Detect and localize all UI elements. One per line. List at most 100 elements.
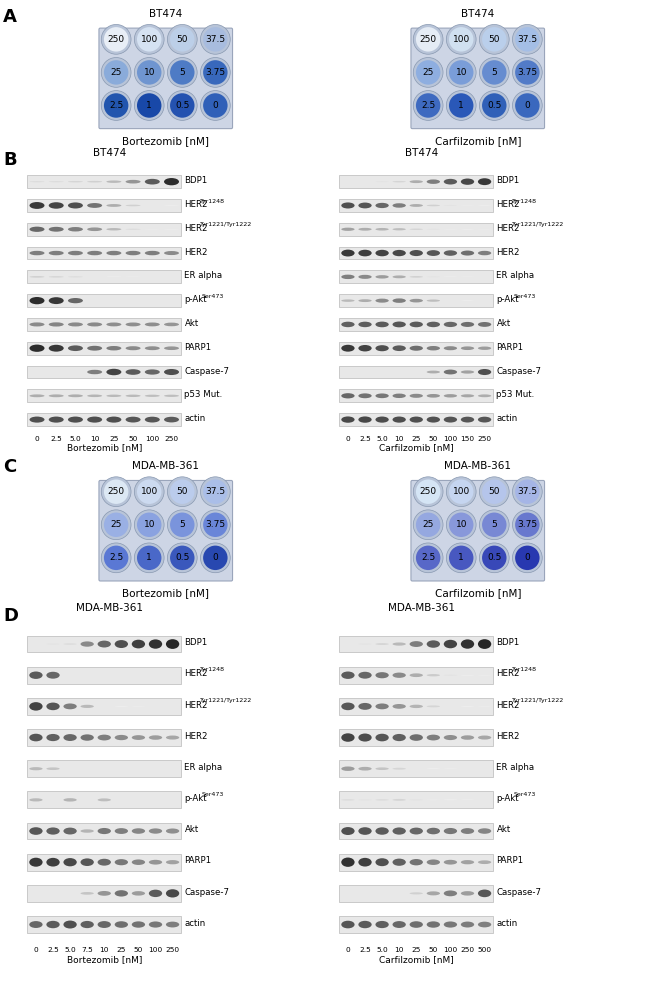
Ellipse shape	[393, 734, 406, 741]
Text: 50: 50	[428, 946, 438, 952]
Circle shape	[168, 543, 197, 572]
Ellipse shape	[461, 891, 474, 896]
Ellipse shape	[68, 298, 83, 304]
Text: p-Akt: p-Akt	[497, 296, 519, 305]
Text: 25: 25	[422, 67, 434, 77]
Ellipse shape	[49, 227, 64, 232]
Text: 100: 100	[145, 436, 159, 442]
Circle shape	[512, 477, 542, 507]
Text: 1: 1	[146, 101, 152, 110]
Text: BDP1: BDP1	[497, 638, 520, 648]
Ellipse shape	[341, 672, 355, 679]
Text: 150: 150	[460, 436, 474, 442]
Text: 5: 5	[491, 520, 497, 530]
Ellipse shape	[107, 417, 122, 423]
Circle shape	[512, 543, 542, 572]
Circle shape	[170, 93, 194, 118]
Circle shape	[200, 25, 230, 55]
Circle shape	[101, 543, 131, 572]
Circle shape	[512, 25, 542, 55]
Ellipse shape	[358, 345, 372, 351]
Ellipse shape	[376, 394, 389, 398]
Text: Tyr1221/Tyr1222: Tyr1221/Tyr1222	[200, 698, 252, 703]
Ellipse shape	[164, 417, 179, 423]
Circle shape	[101, 510, 131, 540]
Ellipse shape	[393, 345, 406, 351]
Text: 100: 100	[148, 946, 162, 952]
Circle shape	[203, 546, 228, 570]
Text: B: B	[3, 151, 17, 169]
Ellipse shape	[461, 322, 474, 327]
Circle shape	[200, 543, 230, 572]
Ellipse shape	[426, 371, 440, 373]
Ellipse shape	[426, 735, 440, 740]
Circle shape	[101, 25, 131, 55]
Ellipse shape	[166, 828, 179, 833]
Text: 10: 10	[395, 946, 404, 952]
Text: 0: 0	[213, 101, 218, 110]
Ellipse shape	[107, 369, 122, 375]
Circle shape	[203, 61, 228, 84]
Ellipse shape	[81, 892, 94, 895]
Ellipse shape	[98, 922, 111, 928]
Text: 1: 1	[458, 101, 464, 110]
Bar	[27, 917, 181, 932]
Ellipse shape	[393, 228, 406, 230]
FancyBboxPatch shape	[411, 480, 545, 581]
Ellipse shape	[49, 202, 64, 208]
Circle shape	[416, 61, 441, 84]
Text: D: D	[3, 607, 18, 625]
Bar	[27, 390, 181, 402]
Text: ER alpha: ER alpha	[497, 272, 534, 281]
Text: MDA-MB-361: MDA-MB-361	[444, 461, 512, 471]
Text: 37.5: 37.5	[517, 35, 538, 44]
Ellipse shape	[68, 417, 83, 423]
Ellipse shape	[393, 922, 406, 928]
Ellipse shape	[107, 346, 122, 350]
Ellipse shape	[393, 276, 406, 279]
Ellipse shape	[68, 202, 83, 208]
Bar	[27, 854, 181, 871]
Ellipse shape	[149, 828, 162, 833]
Ellipse shape	[358, 921, 372, 929]
Ellipse shape	[376, 275, 389, 279]
Ellipse shape	[81, 829, 94, 832]
Ellipse shape	[98, 891, 111, 896]
Text: 2.5: 2.5	[421, 554, 436, 562]
Ellipse shape	[393, 321, 406, 327]
Text: BT474: BT474	[149, 9, 183, 19]
Text: 50: 50	[177, 487, 188, 496]
Ellipse shape	[81, 921, 94, 929]
Ellipse shape	[358, 733, 372, 742]
Ellipse shape	[358, 703, 372, 710]
Ellipse shape	[149, 860, 162, 865]
Ellipse shape	[68, 251, 83, 255]
Ellipse shape	[341, 800, 355, 801]
Circle shape	[170, 27, 194, 52]
Ellipse shape	[46, 734, 60, 741]
Text: HER2: HER2	[497, 670, 520, 679]
Ellipse shape	[376, 800, 389, 801]
Text: 37.5: 37.5	[205, 35, 226, 44]
Circle shape	[482, 513, 506, 537]
Ellipse shape	[341, 644, 355, 645]
Ellipse shape	[64, 643, 77, 645]
Ellipse shape	[376, 703, 389, 709]
Ellipse shape	[478, 922, 491, 928]
Text: Carfilzomib [nM]: Carfilzomib [nM]	[434, 136, 521, 146]
Ellipse shape	[358, 202, 372, 208]
Ellipse shape	[376, 202, 389, 208]
Ellipse shape	[68, 181, 83, 183]
Ellipse shape	[132, 859, 145, 865]
Text: 0: 0	[346, 946, 350, 952]
Ellipse shape	[410, 768, 423, 769]
Circle shape	[203, 479, 228, 504]
Text: HER2: HER2	[497, 700, 520, 709]
Ellipse shape	[376, 417, 389, 423]
Bar	[339, 295, 493, 308]
Ellipse shape	[29, 827, 43, 835]
Text: 37.5: 37.5	[205, 487, 226, 496]
Text: p-Akt: p-Akt	[185, 296, 207, 305]
Ellipse shape	[341, 827, 355, 835]
Circle shape	[137, 93, 161, 118]
